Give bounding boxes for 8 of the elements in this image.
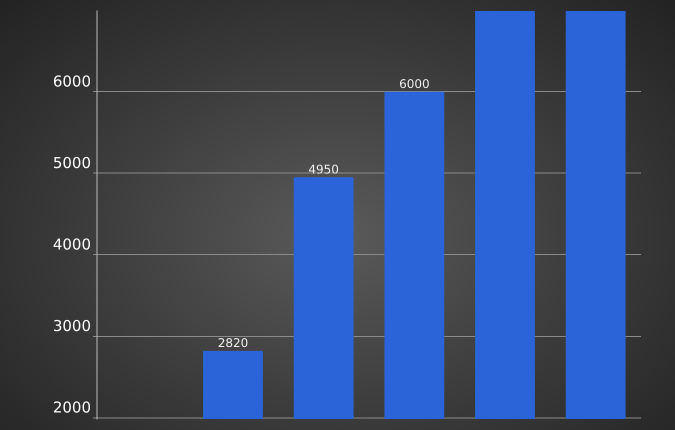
y-tick-label: 6000: [52, 72, 91, 91]
data-label: 4950: [308, 162, 339, 176]
y-tick-label: 3000: [52, 317, 91, 336]
y-tick-label: 4000: [52, 236, 91, 254]
data-label: 2820: [218, 336, 248, 350]
data-label: 6000: [399, 76, 430, 91]
y-tick-label: 2000: [52, 398, 91, 417]
y-tick-label: 5000: [52, 154, 91, 172]
